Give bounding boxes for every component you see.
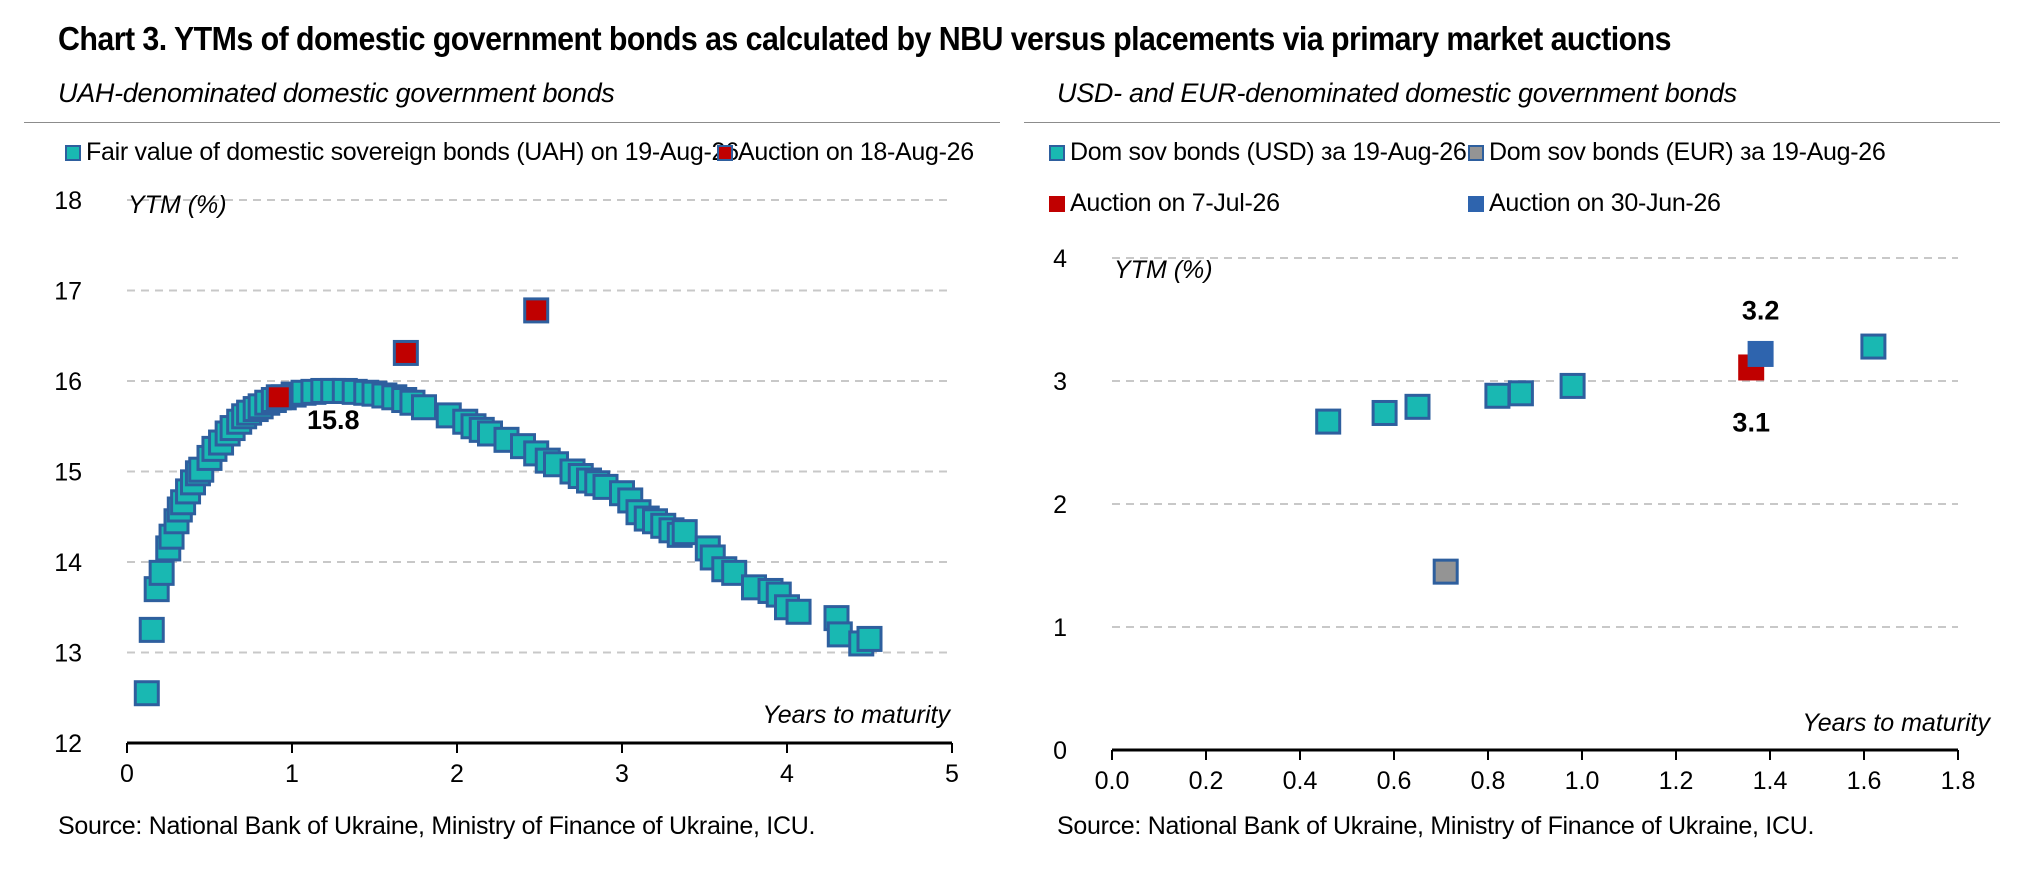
right-chart-subtitle: USD- and EUR-denominated domestic govern…	[1057, 78, 1737, 108]
left-series-0-point	[671, 519, 698, 546]
legend-swatch-teal	[1049, 144, 1065, 161]
right-x-tick-label: 1.8	[1941, 767, 1976, 795]
right-source-note: Source: National Bank of Ukraine, Minist…	[1057, 812, 1815, 840]
right-data-label: 3.1	[1732, 408, 1770, 438]
right-series-0-point	[1507, 380, 1534, 407]
left-chart-subtitle: UAH-denominated domestic government bond…	[58, 78, 615, 108]
right-series-0-point	[1860, 333, 1887, 360]
left-data-label: 15.8	[307, 405, 360, 435]
right-x-tick-label: 0.2	[1189, 767, 1224, 795]
right-series-0-point	[1315, 408, 1342, 435]
left-x-tick-label: 2	[450, 760, 464, 788]
legend-item-uah-fair-value: Fair value of domestic sovereign bonds (…	[65, 138, 739, 167]
right-subtitle-rule	[1024, 122, 2000, 123]
right-x-tick-label: 1.6	[1847, 767, 1882, 795]
legend-item-auction-jul: Auction on 7-Jul-26	[1049, 189, 1280, 218]
legend-item-eur-bonds: Dom sov bonds (EUR) за 19-Aug-26	[1468, 138, 1886, 167]
right-x-tick-label: 0.6	[1377, 767, 1412, 795]
legend-label: Dom sov bonds (USD) за 19-Aug-26	[1070, 138, 1467, 166]
left-y-tick-label: 12	[54, 730, 82, 758]
right-x-tick-label: 1.4	[1753, 767, 1788, 795]
right-series-1-point	[1432, 558, 1459, 585]
right-x-tick-label: 1.0	[1565, 767, 1600, 795]
right-y-axis-label: YTM (%)	[1114, 256, 1213, 284]
legend-item-auction-jun: Auction on 30-Jun-26	[1468, 189, 1721, 218]
right-x-tick-label: 0.4	[1283, 767, 1318, 795]
left-x-tick-label: 5	[945, 760, 959, 788]
left-series-0-point	[411, 394, 437, 421]
right-x-tick-label: 0.0	[1095, 767, 1130, 795]
left-y-tick-label: 14	[54, 549, 82, 577]
legend-swatch-red	[717, 144, 733, 161]
legend-item-uah-auction: Auction on 18-Aug-26	[717, 138, 974, 167]
right-series-0-point	[1404, 393, 1431, 420]
left-series-0-point	[856, 625, 883, 652]
right-y-tick-label: 2	[1053, 491, 1067, 519]
legend-label: Auction on 18-Aug-26	[738, 138, 974, 166]
left-series-0-point	[148, 559, 175, 586]
left-series-1-point	[523, 297, 550, 324]
left-x-axis-label: Years to maturity	[762, 701, 951, 729]
legend-label: Fair value of domestic sovereign bonds (…	[86, 138, 739, 166]
left-series-0-point	[721, 559, 748, 586]
legend-swatch-blue	[1468, 195, 1484, 212]
left-series-0-point	[138, 616, 165, 643]
legend-swatch-red	[1049, 195, 1065, 212]
right-series-0-point	[1484, 382, 1511, 409]
legend-label: Auction on 30-Jun-26	[1489, 189, 1721, 217]
right-y-tick-label: 3	[1053, 368, 1067, 396]
left-x-tick-label: 4	[780, 760, 794, 788]
legend-swatch-teal	[65, 144, 81, 161]
left-x-tick-label: 0	[120, 760, 134, 788]
left-series-1-point	[265, 384, 292, 411]
right-y-tick-label: 1	[1053, 614, 1067, 642]
right-series-0-point	[1371, 399, 1398, 426]
left-y-tick-label: 15	[54, 459, 82, 487]
chart-title: Chart 3. YTMs of domestic government bon…	[58, 20, 1672, 57]
left-y-tick-label: 13	[54, 640, 82, 668]
right-x-tick-label: 1.2	[1659, 767, 1694, 795]
left-y-axis-label: YTM (%)	[128, 191, 227, 219]
right-series-3-point	[1747, 340, 1774, 367]
right-y-tick-label: 4	[1053, 245, 1067, 273]
legend-label: Dom sov bonds (EUR) за 19-Aug-26	[1489, 138, 1886, 166]
left-series-0-point	[785, 598, 812, 625]
left-y-tick-label: 17	[54, 278, 82, 306]
left-subtitle-rule	[24, 122, 1000, 123]
right-x-tick-label: 0.8	[1471, 767, 1506, 795]
legend-label: Auction on 7-Jul-26	[1070, 189, 1280, 217]
right-y-tick-label: 0	[1053, 737, 1067, 765]
left-series-0-point	[826, 621, 853, 648]
left-series-0-point	[133, 680, 160, 707]
right-x-axis-label: Years to maturity	[1802, 709, 1991, 737]
left-y-tick-label: 18	[54, 187, 82, 215]
left-y-tick-label: 16	[54, 368, 82, 396]
right-data-label: 3.2	[1742, 296, 1780, 326]
left-source-note: Source: National Bank of Ukraine, Minist…	[58, 812, 816, 840]
left-x-tick-label: 1	[285, 760, 299, 788]
legend-swatch-grey	[1468, 144, 1484, 161]
right-series-0-point	[1559, 372, 1586, 399]
left-x-tick-label: 3	[615, 760, 629, 788]
left-series-1-point	[392, 339, 419, 366]
legend-item-usd-bonds: Dom sov bonds (USD) за 19-Aug-26	[1049, 138, 1467, 167]
